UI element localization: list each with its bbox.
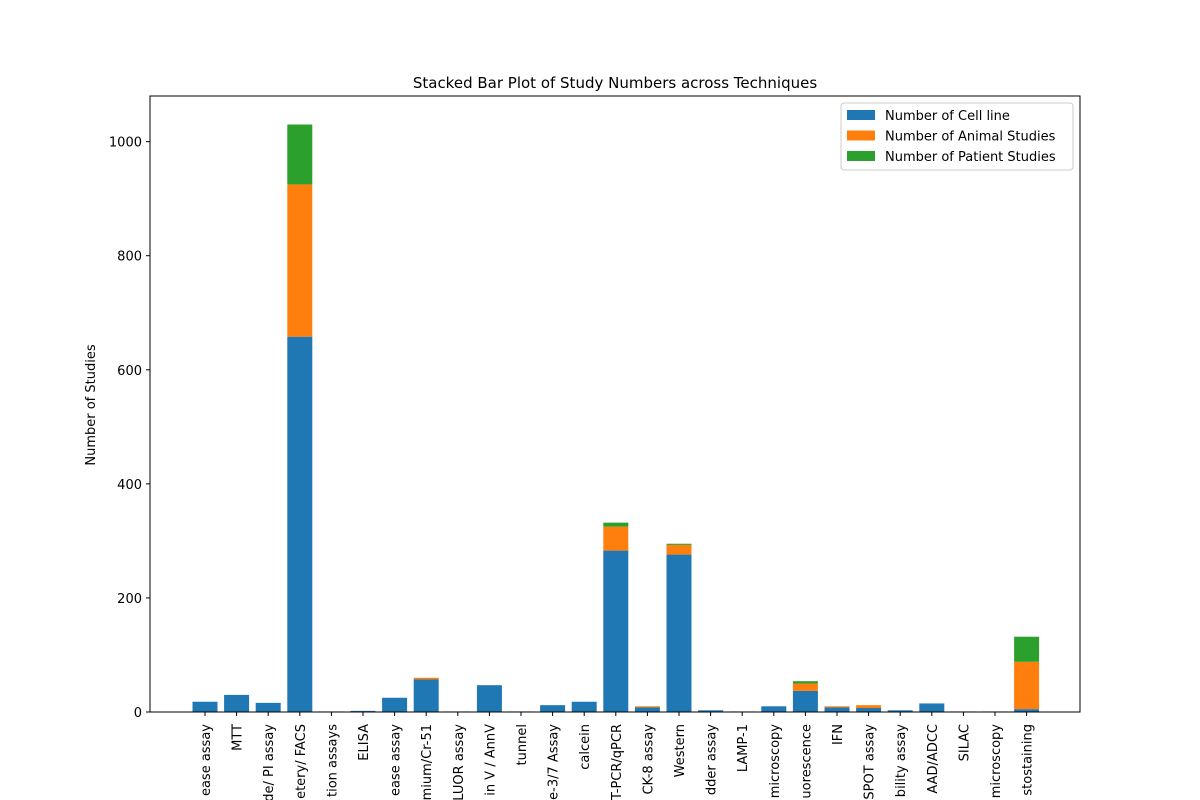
x-tick-label: uorescence xyxy=(799,724,814,799)
x-tick-label: SPOT assay xyxy=(863,724,878,800)
bar-segment-series1-cat7 xyxy=(413,677,439,680)
bar-segment-series0-cat11 xyxy=(540,705,566,712)
x-tick-label: Western xyxy=(673,724,688,777)
legend-swatch-2 xyxy=(847,151,875,161)
bar-segment-series1-cat21 xyxy=(856,705,882,709)
bar-segment-series0-cat26 xyxy=(1014,709,1040,712)
x-tick-label: LUOR assay xyxy=(452,724,467,800)
y-tick-label: 400 xyxy=(117,478,142,493)
plot-area xyxy=(149,95,1081,713)
bar-segment-series1-cat14 xyxy=(634,706,660,708)
x-axis: ease assay MTT de/ PI assay etery/ FACS tion… xyxy=(199,712,1036,800)
bar-segment-series0-cat19 xyxy=(792,690,818,712)
x-tick-label: CK-8 assay xyxy=(641,724,656,795)
bar-segment-series0-cat15 xyxy=(666,554,692,712)
bar-segment-series2-cat13 xyxy=(603,522,629,527)
legend-swatch-1 xyxy=(847,130,875,141)
bar-segment-series1-cat15 xyxy=(666,544,692,555)
x-tick-label: dder assay xyxy=(705,724,720,795)
legend-swatch-0 xyxy=(847,110,875,120)
x-tick-label: AAD/ADCC xyxy=(926,724,941,794)
legend-box xyxy=(840,102,1074,171)
plot-frame xyxy=(149,95,1081,713)
x-tick-label: ease assay xyxy=(389,724,404,796)
bar-segment-series1-cat3 xyxy=(287,184,313,337)
x-tick-label: LAMP-1 xyxy=(736,724,751,772)
x-tick-label: MTT xyxy=(231,724,246,751)
x-tick-label: stostaining xyxy=(1021,724,1036,796)
bar-segment-series0-cat0 xyxy=(192,701,218,712)
bar-segment-series0-cat22 xyxy=(887,710,913,712)
x-tick-label: T-PCR/qPCR xyxy=(610,724,625,800)
bar-segment-series0-cat23 xyxy=(919,703,945,712)
x-tick-label: bility assay xyxy=(894,724,909,797)
bar-segment-series0-cat12 xyxy=(571,701,597,712)
y-axis-label: Number of Studies xyxy=(84,344,99,465)
y-tick-label: 800 xyxy=(117,250,142,265)
x-tick-label: ELISA xyxy=(357,724,372,761)
x-tick-label: e-3/7 Assay xyxy=(547,724,562,800)
bar-segment-series0-cat7 xyxy=(413,679,439,712)
x-tick-label: calcein xyxy=(578,724,593,770)
y-tick-label: 0 xyxy=(134,706,142,721)
x-tick-label: de/ PI assay xyxy=(262,724,277,800)
bar-segment-series0-cat21 xyxy=(856,708,882,712)
bar-segment-series2-cat15 xyxy=(666,543,692,545)
x-tick-label: SILAC xyxy=(957,724,972,761)
bar-segment-series0-cat1 xyxy=(224,694,250,712)
y-axis: 0 200 400 600 800 1000 xyxy=(109,136,150,721)
legend: Number of Cell line Number of Animal Stud… xyxy=(840,102,1074,171)
bar-segment-series2-cat26 xyxy=(1014,636,1040,662)
x-tick-label: microscopy xyxy=(768,724,783,799)
y-tick-label: 600 xyxy=(117,364,142,379)
bar-segment-series0-cat9 xyxy=(476,685,502,712)
bar-segment-series0-cat14 xyxy=(634,707,660,712)
legend-label-0: Number of Cell line xyxy=(885,109,1010,124)
y-tick-label: 200 xyxy=(117,592,142,607)
chart-title: Stacked Bar Plot of Study Numbers across… xyxy=(413,74,817,92)
x-tick-label: tion assays xyxy=(325,724,340,797)
x-tick-label: mium/Cr-51 xyxy=(420,724,435,800)
x-tick-label: ease assay xyxy=(199,724,214,796)
x-tick-label: IFN xyxy=(831,724,846,745)
x-tick-label: tunnel xyxy=(515,724,530,765)
bar-segment-series0-cat6 xyxy=(382,697,408,712)
bar-segment-series0-cat18 xyxy=(761,706,787,712)
x-tick-label: microscopy xyxy=(989,724,1004,799)
y-tick-label: 1000 xyxy=(109,136,142,151)
bar-segment-series2-cat19 xyxy=(792,681,818,684)
bar-segment-series0-cat2 xyxy=(255,702,281,712)
legend-label-2: Number of Patient Studies xyxy=(885,150,1056,165)
bar-segment-series1-cat20 xyxy=(824,706,850,708)
bar-segment-series0-cat5 xyxy=(350,710,376,712)
bar-segment-series1-cat13 xyxy=(603,526,629,551)
bar-segment-series0-cat13 xyxy=(603,550,629,712)
bar-segment-series1-cat19 xyxy=(792,683,818,691)
bar-segment-series0-cat3 xyxy=(287,336,313,712)
x-tick-label: in V / AnnV xyxy=(483,724,498,796)
legend-label-1: Number of Animal Studies xyxy=(885,130,1056,145)
bar-segment-series1-cat26 xyxy=(1014,661,1040,710)
x-tick-label: etery/ FACS xyxy=(294,724,309,799)
bar-segment-series0-cat16 xyxy=(698,710,724,712)
bar-segment-series2-cat3 xyxy=(287,124,313,185)
bar-segment-series0-cat20 xyxy=(824,707,850,712)
